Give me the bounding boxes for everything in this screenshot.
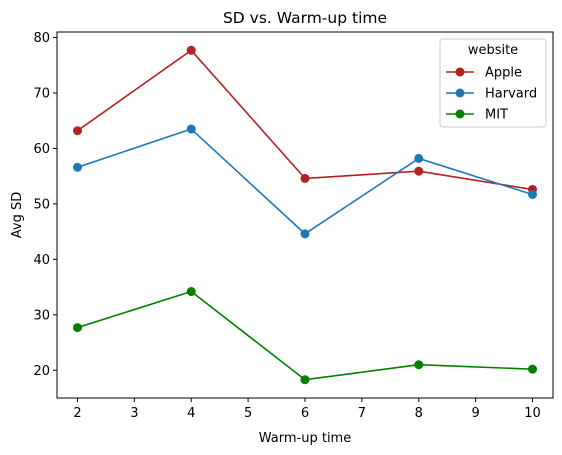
y-tick-label: 50 [33, 197, 50, 212]
x-tick-label: 7 [358, 406, 366, 421]
y-tick-label: 70 [33, 87, 50, 102]
y-tick-label: 80 [33, 31, 50, 46]
data-point-mit [300, 375, 310, 385]
legend: website Apple Harvard MIT [439, 38, 547, 128]
legend-items: Apple Harvard MIT [446, 66, 537, 123]
y-tick-label: 20 [33, 364, 50, 379]
series-line-mit [77, 290, 533, 381]
y-axis-label: Avg SD [10, 192, 25, 238]
legend-marker-harvard [455, 88, 465, 98]
data-point-apple [300, 173, 310, 183]
y-tick-label: 40 [33, 253, 50, 268]
data-point-apple [414, 166, 424, 176]
data-point-harvard [186, 124, 196, 134]
x-tick-label: 5 [244, 406, 252, 421]
data-point-harvard [528, 189, 538, 199]
x-tick-label: 10 [524, 406, 541, 421]
x-tick-label: 3 [130, 406, 138, 421]
legend-title: website [468, 43, 518, 58]
data-point-mit [186, 287, 196, 297]
chart-title: SD vs. Warm-up time [223, 9, 387, 27]
data-point-mit [72, 323, 82, 333]
y-tick-label: 60 [33, 142, 50, 157]
data-point-mit [414, 360, 424, 370]
x-tick-label: 2 [73, 406, 81, 421]
legend-box [439, 38, 547, 128]
legend-label-harvard: Harvard [485, 87, 537, 102]
legend-marker-mit [455, 109, 465, 119]
x-axis: 2 3 4 5 6 7 8 9 10 [73, 398, 541, 421]
x-tick-label: 4 [187, 406, 195, 421]
series-layer [72, 45, 538, 385]
x-tick-label: 9 [472, 406, 480, 421]
y-axis: 20 30 40 50 60 70 80 [33, 31, 57, 379]
x-axis-label: Warm-up time [259, 431, 351, 446]
data-point-harvard [414, 153, 424, 163]
data-point-harvard [300, 229, 310, 239]
x-tick-label: 6 [301, 406, 309, 421]
legend-label-mit: MIT [485, 108, 508, 123]
data-point-mit [528, 364, 538, 374]
legend-label-apple: Apple [485, 66, 522, 81]
data-point-harvard [72, 162, 82, 172]
data-point-apple [72, 126, 82, 136]
x-tick-label: 8 [415, 406, 423, 421]
y-tick-label: 30 [33, 308, 50, 323]
data-point-apple [186, 45, 196, 55]
legend-marker-apple [455, 67, 465, 77]
